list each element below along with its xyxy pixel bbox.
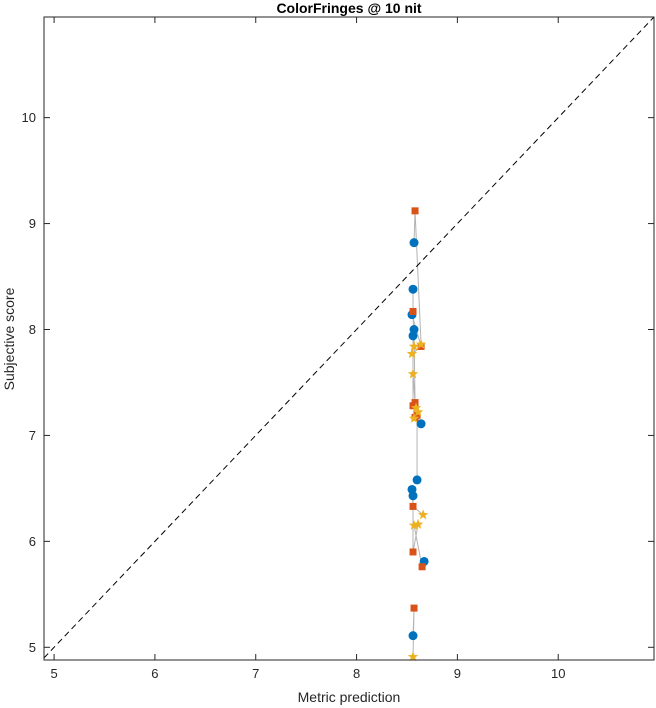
chart-title: ColorFringes @ 10 nit	[276, 0, 421, 16]
data-point-circle	[408, 491, 418, 501]
data-point-circle	[416, 419, 426, 429]
y-tick-label: 8	[29, 322, 36, 337]
data-point-square	[418, 563, 426, 571]
data-point-star	[415, 338, 427, 349]
y-tick-label: 5	[29, 640, 36, 655]
data-point-star	[417, 509, 429, 520]
data-point-square	[411, 207, 419, 215]
data-point-circle	[412, 475, 422, 485]
data-point-star	[408, 519, 420, 530]
data-point-square	[409, 402, 417, 410]
x-tick-label: 8	[353, 666, 360, 681]
y-tick-label: 9	[29, 216, 36, 231]
data-point-square	[409, 307, 417, 315]
data-point-star	[408, 340, 420, 351]
x-tick-label: 5	[50, 666, 57, 681]
data-point-circle	[408, 284, 418, 294]
data-point-square	[413, 411, 421, 419]
y-tick-label: 6	[29, 534, 36, 549]
x-tick-label: 10	[551, 666, 565, 681]
data-point-square	[409, 502, 417, 510]
data-point-circle	[408, 331, 418, 341]
data-point-circle	[409, 238, 419, 248]
identity-line	[43, 16, 655, 659]
data-point-square	[409, 548, 417, 556]
data-point-star	[407, 651, 419, 662]
y-tick-label: 10	[22, 110, 36, 125]
data-point-circle	[408, 631, 418, 641]
x-tick-label: 7	[252, 666, 259, 681]
x-tick-label: 6	[151, 666, 158, 681]
plot-frame	[43, 16, 655, 661]
data-point-square	[410, 604, 418, 612]
x-axis-label: Metric prediction	[298, 689, 401, 705]
axis-ticks: 5 6 7 8 9 10 5 6 7 8 9 10	[22, 17, 654, 681]
x-tick-label: 9	[454, 666, 461, 681]
plot-area	[44, 17, 654, 660]
y-tick-label: 7	[29, 428, 36, 443]
y-axis-label: Subjective score	[1, 287, 17, 390]
data-point-star	[410, 402, 422, 413]
data-point-star	[412, 406, 424, 417]
data-point-star	[408, 412, 420, 423]
data-point-star	[407, 368, 419, 379]
data-point-star	[406, 348, 418, 359]
data-markers	[406, 207, 429, 662]
